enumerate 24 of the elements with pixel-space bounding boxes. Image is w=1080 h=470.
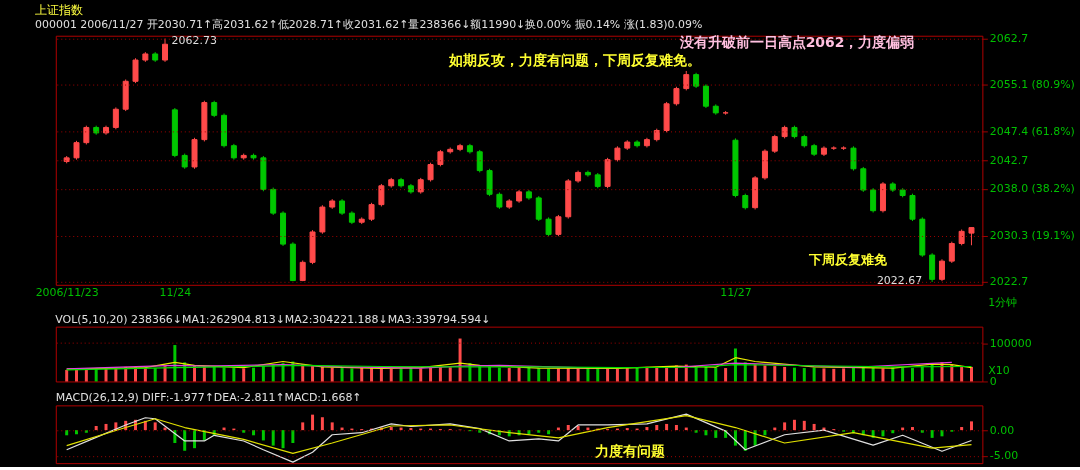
chart-title: MACD(26,12,9) DIFF:-1.977↑DEA:-2.811↑MACD:1.668↑ — [55, 391, 362, 405]
y-tick-label: 2022.7 — [989, 275, 1029, 289]
x-tick-label: 11/27 — [720, 286, 752, 300]
y-tick-label: 2030.3 (19.1%) — [989, 229, 1075, 243]
y-tick-label: 0.00 — [989, 423, 1015, 437]
y-tick-label: 2055.1 (80.9%) — [989, 78, 1075, 92]
y-tick-label: 2038.0 (38.2%) — [989, 182, 1075, 196]
annotation: 力度有问题 — [594, 442, 666, 459]
annotation: 2022.67 — [876, 274, 923, 288]
y-tick-label: 2047.4 (61.8%) — [989, 125, 1075, 139]
y-tick-label: -5.00 — [989, 449, 1019, 463]
annotation: 没有升破前一日高点2062，力度偏弱 — [678, 34, 915, 51]
y-tick-label: 100000 — [989, 336, 1032, 350]
chart-subtitle: 000001 2006/11/27 开2030.71↑高2031.62↑低2028.71↑收2031.62↑量238366↓额11990↓换0.00% 振0.14% 涨(1.83)0.09% — [35, 17, 703, 31]
x-tick-label: 2006/11/23 — [35, 286, 99, 300]
y-tick-label: 2062.7 — [989, 32, 1029, 46]
y-tick-label: 2042.7 — [989, 153, 1029, 167]
annotation: 如期反攻，力度有问题，下周反复难免。 — [447, 51, 701, 68]
chart-title: VOL(5,10,20) 238366↓MA1:262904.813↓MA2:304221.188↓MA3:339794.594↓ — [55, 312, 491, 326]
annotation: 下周反复难免 — [808, 251, 889, 267]
x-tick-label: 11/24 — [159, 286, 192, 300]
text: 1分钟 — [988, 295, 1018, 309]
annotation: 2062.73 — [171, 33, 217, 47]
chart-title: 上证指数 — [35, 2, 84, 17]
